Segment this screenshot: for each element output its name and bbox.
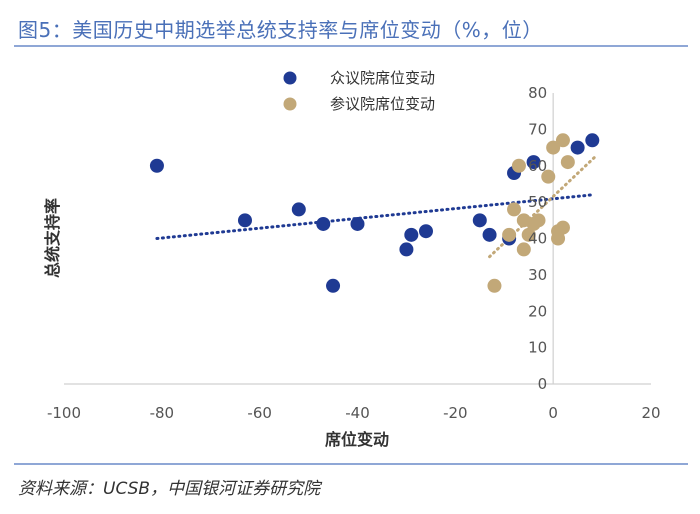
y-tick-label: 10 (528, 339, 547, 357)
legend-label: 参议院席位变动 (330, 95, 435, 113)
senate-point (511, 158, 526, 173)
scatter-chart: -100 -80 -60 -40 -20 0 20 0 10 20 30 40 50 60 70 80 众议院… (43, 69, 661, 449)
y-axis-title: 总统支持率 (43, 198, 62, 278)
bottom-divider (14, 463, 688, 465)
senate-point (546, 140, 561, 155)
trendlines-layer (155, 153, 599, 259)
house-point (472, 213, 487, 228)
senate-point (531, 213, 546, 228)
x-axis-title: 席位变动 (325, 430, 389, 449)
senate-point (507, 202, 522, 217)
y-tick-label: 40 (528, 230, 547, 248)
house-point (526, 155, 541, 170)
senate-point (516, 242, 531, 257)
tick-labels-layer: -100 -80 -60 -40 -20 0 20 0 10 20 30 40 50 60 70 80 (47, 84, 661, 422)
x-tick-label: 20 (641, 404, 660, 422)
x-tick-label: -20 (443, 404, 468, 422)
house-point (350, 216, 365, 231)
senate-point (502, 227, 517, 242)
y-tick-label: 80 (528, 84, 547, 102)
legend-marker (283, 71, 297, 85)
y-tick-label: 70 (528, 120, 547, 138)
points-layer (149, 133, 600, 293)
source-note: 资料来源：UCSB，中国银河证券研究院 (18, 479, 321, 499)
y-tick-label: 30 (528, 266, 547, 284)
x-tick-label: 0 (548, 404, 558, 422)
senate-point (541, 169, 556, 184)
house-point (326, 278, 341, 293)
x-tick-label: -100 (47, 404, 81, 422)
house-point (291, 202, 306, 217)
house-point (418, 224, 433, 239)
top-divider (14, 45, 688, 47)
y-tick-label: 50 (528, 193, 547, 211)
house-trendline (155, 193, 594, 240)
house-point (399, 242, 414, 257)
legend-label: 众议院席位变动 (330, 69, 435, 87)
senate-point (521, 227, 536, 242)
legend-marker (283, 97, 297, 111)
house-point (404, 227, 419, 242)
house-point (237, 213, 252, 228)
house-point (149, 158, 164, 173)
senate-point (487, 278, 502, 293)
x-tick-label: -40 (345, 404, 370, 422)
y-tick-label: 60 (528, 157, 547, 175)
x-tick-label: -80 (150, 404, 175, 422)
y-tick-label: 0 (538, 375, 548, 393)
senate-point (555, 220, 570, 235)
x-tick-label: -60 (247, 404, 272, 422)
house-point (570, 140, 585, 155)
figure-title: 图5：美国历史中期选举总统支持率与席位变动（%，位） (18, 18, 543, 42)
house-point (316, 216, 331, 231)
senate-point (560, 155, 575, 170)
y-tick-label: 20 (528, 302, 547, 320)
house-point (585, 133, 600, 148)
senate-point (555, 133, 570, 148)
senate-trendline (488, 153, 599, 259)
house-point (482, 227, 497, 242)
